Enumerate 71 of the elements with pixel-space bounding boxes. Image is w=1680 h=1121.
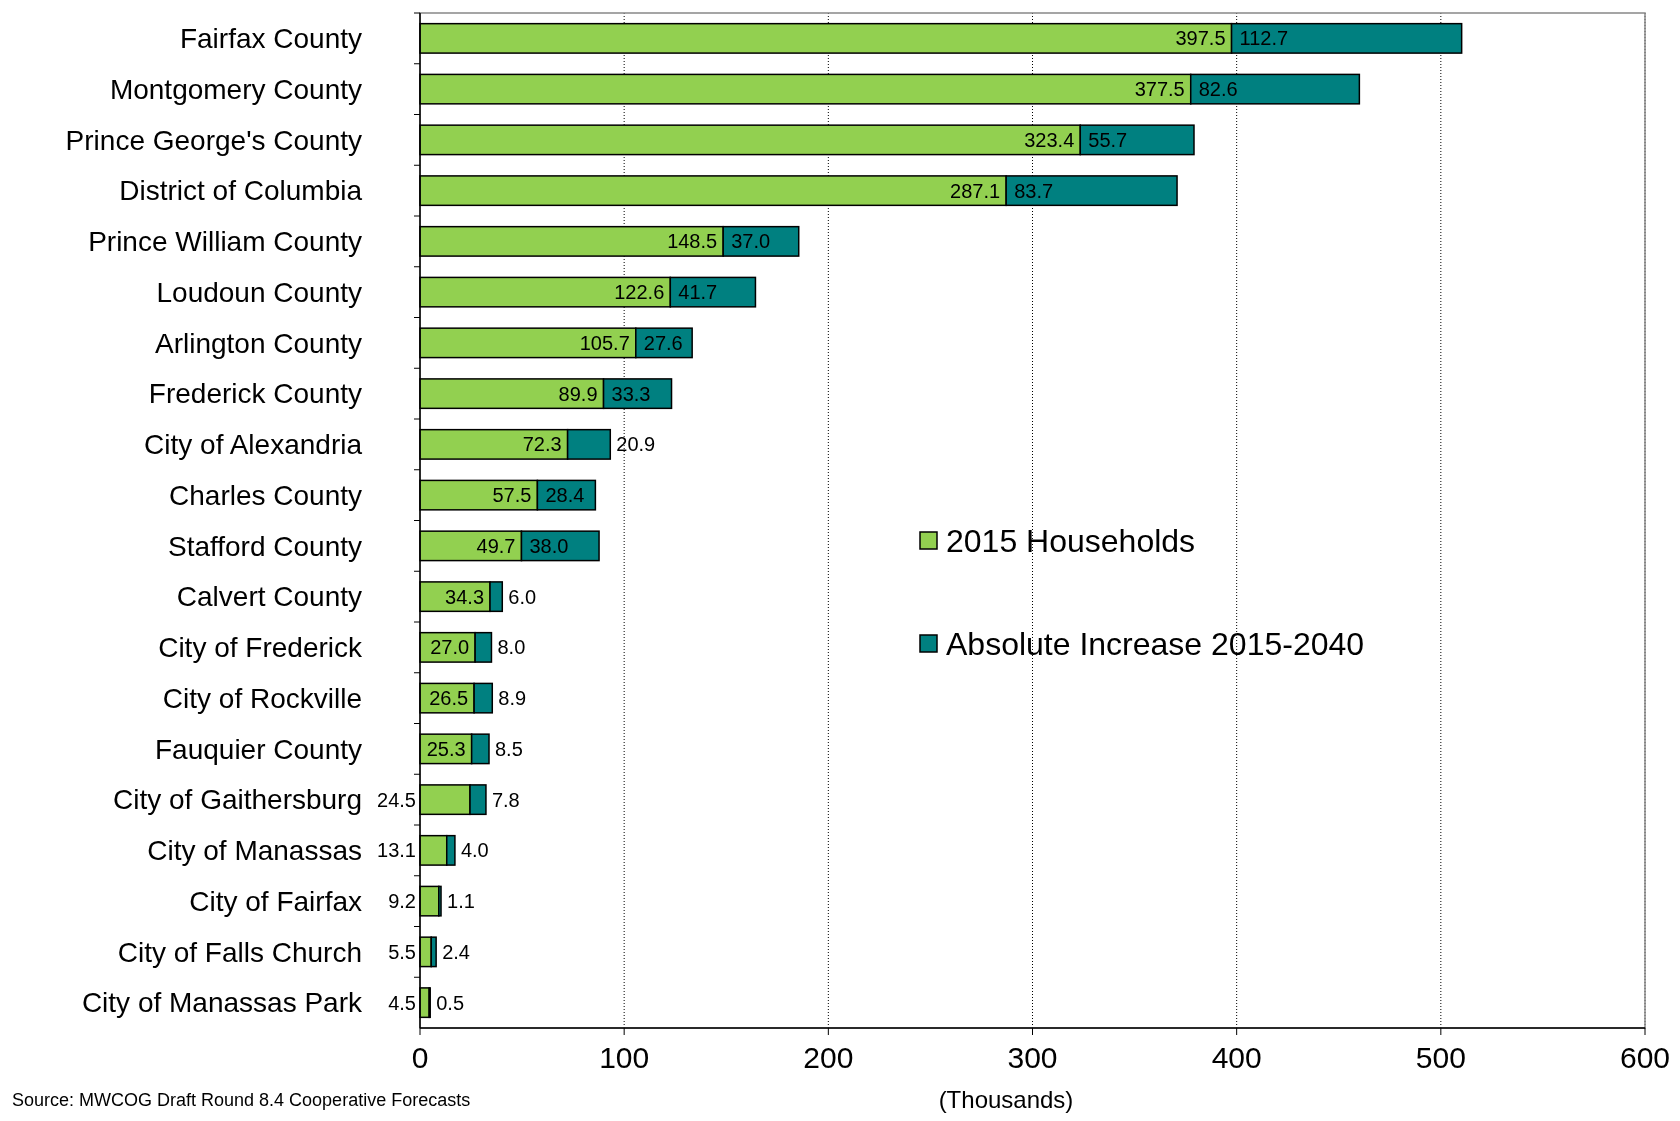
data-label: 1.1 — [447, 890, 475, 913]
y-tick-label: Loudoun County — [156, 276, 362, 308]
x-tick-label: 300 — [1007, 1041, 1058, 1074]
y-tick-label: City of Manassas — [147, 835, 362, 867]
data-label: 13.1 — [377, 839, 416, 862]
data-label: 25.3 — [426, 737, 466, 760]
data-label: 38.0 — [529, 534, 569, 557]
data-label: 5.5 — [388, 940, 416, 963]
data-label: 148.5 — [667, 230, 718, 253]
y-tick-label: District of Columbia — [119, 175, 363, 207]
data-label: 8.5 — [495, 737, 523, 760]
x-tick-label: 0 — [411, 1041, 429, 1074]
data-label: 287.1 — [950, 179, 1001, 202]
y-tick-label: City of Rockville — [162, 682, 362, 714]
data-label: 27.6 — [643, 331, 683, 354]
data-label: 8.9 — [498, 687, 527, 710]
y-tick-label: City of Fairfax — [189, 885, 362, 917]
data-label: 34.3 — [445, 585, 485, 608]
data-label: 28.4 — [545, 484, 585, 507]
x-axis-title: (Thousands) — [938, 1086, 1074, 1113]
data-label: 33.3 — [611, 382, 651, 405]
legend-label: 2015 Households — [946, 523, 1196, 560]
y-tick-label: Stafford County — [167, 530, 362, 562]
data-label: 122.6 — [614, 281, 665, 304]
y-tick-label: Frederick County — [148, 378, 362, 410]
data-label: 24.5 — [377, 788, 416, 811]
y-tick-label: Arlington County — [154, 327, 362, 359]
data-label: 57.5 — [492, 484, 532, 507]
data-label: 4.5 — [388, 991, 416, 1014]
y-tick-label: City of Frederick — [158, 632, 363, 664]
data-label: 112.7 — [1239, 27, 1289, 50]
data-label: 9.2 — [388, 890, 416, 913]
x-tick-label: 200 — [803, 1041, 854, 1074]
x-tick-label: 400 — [1211, 1041, 1262, 1074]
y-tick-label: City of Alexandria — [144, 429, 363, 461]
data-label: 323.4 — [1024, 128, 1075, 151]
y-tick-label: Calvert County — [176, 581, 362, 613]
data-label: 89.9 — [558, 382, 598, 405]
y-tick-label: Montgomery County — [109, 73, 362, 105]
data-label: 0.5 — [436, 991, 465, 1014]
data-label: 2.4 — [442, 940, 470, 963]
source-note: Source: MWCOG Draft Round 8.4 Cooperative Forecasts — [12, 1090, 471, 1110]
data-label: 72.3 — [522, 433, 562, 456]
data-label: 55.7 — [1088, 128, 1128, 151]
data-label: 4.0 — [460, 839, 489, 862]
x-tick-label: 100 — [599, 1041, 650, 1074]
y-tick-label: Prince William County — [88, 226, 362, 258]
x-tick-label: 600 — [1619, 1041, 1671, 1074]
data-label: 105.7 — [579, 331, 630, 354]
data-label: 83.7 — [1014, 179, 1054, 202]
y-tick-label: City of Manassas Park — [81, 987, 363, 1019]
x-tick-label: 500 — [1415, 1041, 1466, 1074]
data-label: 377.5 — [1134, 78, 1185, 101]
data-label: 20.9 — [616, 433, 656, 456]
data-label: 26.5 — [429, 687, 469, 710]
y-tick-label: Fairfax County — [179, 23, 362, 55]
data-label: 6.0 — [508, 585, 537, 608]
data-label: 7.8 — [491, 788, 520, 811]
data-label: 397.5 — [1175, 27, 1226, 50]
data-label: 37.0 — [731, 230, 771, 253]
data-label: 82.6 — [1198, 78, 1238, 101]
legend-label: Absolute Increase 2015-2040 — [946, 626, 1365, 663]
y-tick-label: Prince George's County — [65, 124, 362, 156]
data-label: 49.7 — [476, 534, 516, 557]
y-tick-label: Fauquier County — [154, 733, 362, 765]
data-label: 27.0 — [430, 636, 470, 659]
y-tick-label: City of Gaithersburg — [113, 784, 362, 816]
data-label: 41.7 — [678, 281, 718, 304]
data-label: 8.0 — [497, 636, 526, 659]
y-tick-label: City of Falls Church — [117, 936, 362, 968]
y-tick-label: Charles County — [169, 479, 362, 511]
